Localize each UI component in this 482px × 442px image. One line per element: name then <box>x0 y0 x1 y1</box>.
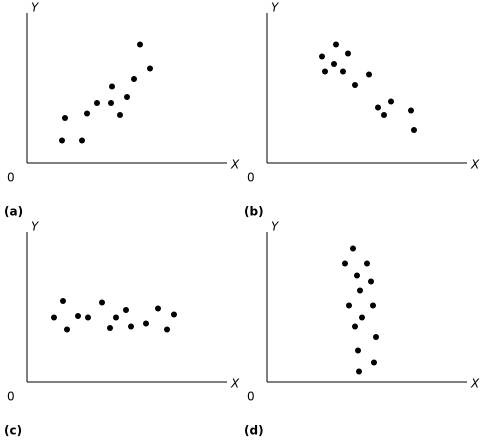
point <box>131 76 137 82</box>
point <box>408 107 414 114</box>
x-axis-label: X <box>470 377 480 391</box>
point <box>94 100 100 106</box>
point <box>109 83 115 90</box>
point <box>117 112 123 118</box>
point <box>352 82 358 88</box>
point <box>345 50 351 57</box>
point <box>123 307 129 313</box>
point <box>107 325 113 331</box>
point <box>373 334 379 340</box>
point <box>322 68 328 75</box>
point <box>51 314 57 321</box>
point <box>342 260 348 267</box>
point <box>64 326 70 333</box>
point <box>333 41 339 48</box>
point <box>108 100 114 106</box>
x-tick-label: 0 <box>7 171 15 185</box>
y-axis-label: Y <box>271 220 280 234</box>
panel-label: (b) <box>244 205 264 219</box>
point <box>364 260 370 267</box>
y-axis-label: Y <box>271 1 280 15</box>
point <box>388 98 394 105</box>
point <box>164 326 170 333</box>
x-tick-label: 0 <box>7 390 15 404</box>
point <box>143 320 149 327</box>
point <box>137 41 143 48</box>
point <box>75 313 81 319</box>
point <box>371 359 377 366</box>
x-axis-label: X <box>470 158 480 172</box>
point <box>128 323 134 330</box>
panel-label: (d) <box>244 424 264 438</box>
point <box>381 112 387 118</box>
y-axis-label: Y <box>31 220 40 234</box>
point <box>171 311 177 318</box>
x-axis-label: X <box>230 158 240 172</box>
point <box>340 68 346 75</box>
x-tick-label: 0 <box>247 390 255 404</box>
point <box>355 347 361 354</box>
panel-label: (c) <box>4 424 22 438</box>
point <box>331 61 337 67</box>
point <box>354 272 360 279</box>
x-axis-label: X <box>230 377 240 391</box>
point <box>359 314 365 321</box>
point <box>124 94 130 100</box>
point <box>357 287 363 294</box>
y-axis-label: Y <box>31 1 40 15</box>
point <box>62 115 68 121</box>
point <box>375 104 381 111</box>
point <box>147 65 153 72</box>
point <box>113 314 119 321</box>
point <box>356 368 362 375</box>
point <box>411 127 417 133</box>
point <box>85 314 91 321</box>
point <box>319 53 325 60</box>
point <box>368 278 374 285</box>
point <box>370 302 376 309</box>
panel-label: (a) <box>4 205 23 219</box>
point <box>84 110 90 117</box>
point <box>59 137 65 144</box>
point <box>99 299 105 306</box>
point <box>155 305 161 312</box>
point <box>60 298 66 304</box>
x-tick-label: 0 <box>247 171 255 185</box>
point <box>366 71 372 78</box>
point <box>79 137 85 144</box>
point <box>346 302 352 309</box>
point <box>350 245 356 252</box>
point <box>352 323 358 330</box>
